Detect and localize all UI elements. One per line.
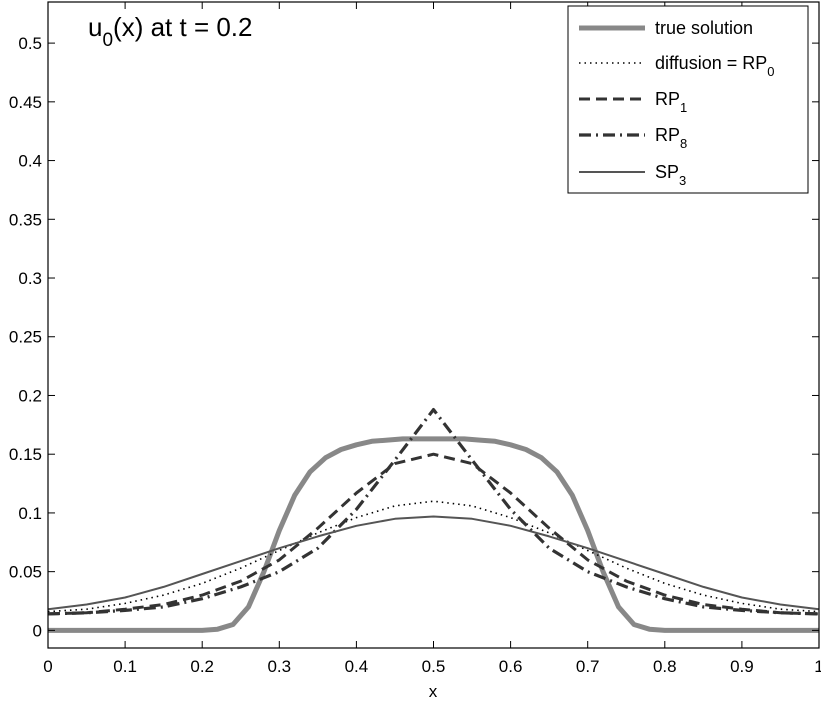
y-tick-label: 0.15 xyxy=(9,445,42,464)
legend-label-4: SP3 xyxy=(655,162,686,188)
series-line-4 xyxy=(47,515,820,611)
y-tick-label: 0.2 xyxy=(18,386,42,405)
x-tick-label: 0.1 xyxy=(113,657,137,676)
y-axis: 0 0.05 0.1 0.15 0.2 0.25 0.3 0.35 0.4 0.45 0.5 xyxy=(9,34,819,640)
y-tick-label: 0 xyxy=(33,621,42,640)
x-tick-label: 0.6 xyxy=(499,657,523,676)
legend-label-3: RP8 xyxy=(655,125,687,151)
y-tick-label: 0.5 xyxy=(18,34,42,53)
x-tick-label: 0.5 xyxy=(422,657,446,676)
x-tick-label: 0.8 xyxy=(653,657,677,676)
chart-title: u0(x) at t = 0.2 xyxy=(88,12,253,51)
y-tick-label: 0.45 xyxy=(9,93,42,112)
series-line-3 xyxy=(47,408,820,616)
x-tick-label: 1 xyxy=(814,657,821,676)
x-tick-label: 0.7 xyxy=(576,657,600,676)
y-tick-label: 0.3 xyxy=(18,269,42,288)
series-line-2 xyxy=(47,452,820,616)
y-tick-label: 0.1 xyxy=(18,504,42,523)
y-tick-label: 0.4 xyxy=(18,152,42,171)
x-tick-label: 0.2 xyxy=(190,657,214,676)
legend: true solution diffusion = RP0 RP1 RP8 SP3 xyxy=(567,5,809,194)
y-tick-label: 0.35 xyxy=(9,210,42,229)
series-line-1 xyxy=(47,500,820,613)
x-tick-label: 0.9 xyxy=(730,657,754,676)
plot-lines xyxy=(47,408,820,633)
legend-label-1: diffusion = RP0 xyxy=(655,53,774,79)
legend-box xyxy=(567,5,809,194)
x-axis-label: x xyxy=(429,682,438,701)
x-tick-label: 0.4 xyxy=(345,657,369,676)
x-axis: 0 0.1 0.2 0.3 0.4 0.5 0.6 0.7 0.8 0.9 1 xyxy=(43,2,821,676)
series-line-0 xyxy=(48,436,819,633)
x-tick-label: 0 xyxy=(43,657,52,676)
legend-label-0: true solution xyxy=(655,18,753,38)
y-tick-label: 0.25 xyxy=(9,328,42,347)
legend-label-2: RP1 xyxy=(655,89,687,115)
x-tick-label: 0.3 xyxy=(267,657,291,676)
y-tick-label: 0.05 xyxy=(9,563,42,582)
